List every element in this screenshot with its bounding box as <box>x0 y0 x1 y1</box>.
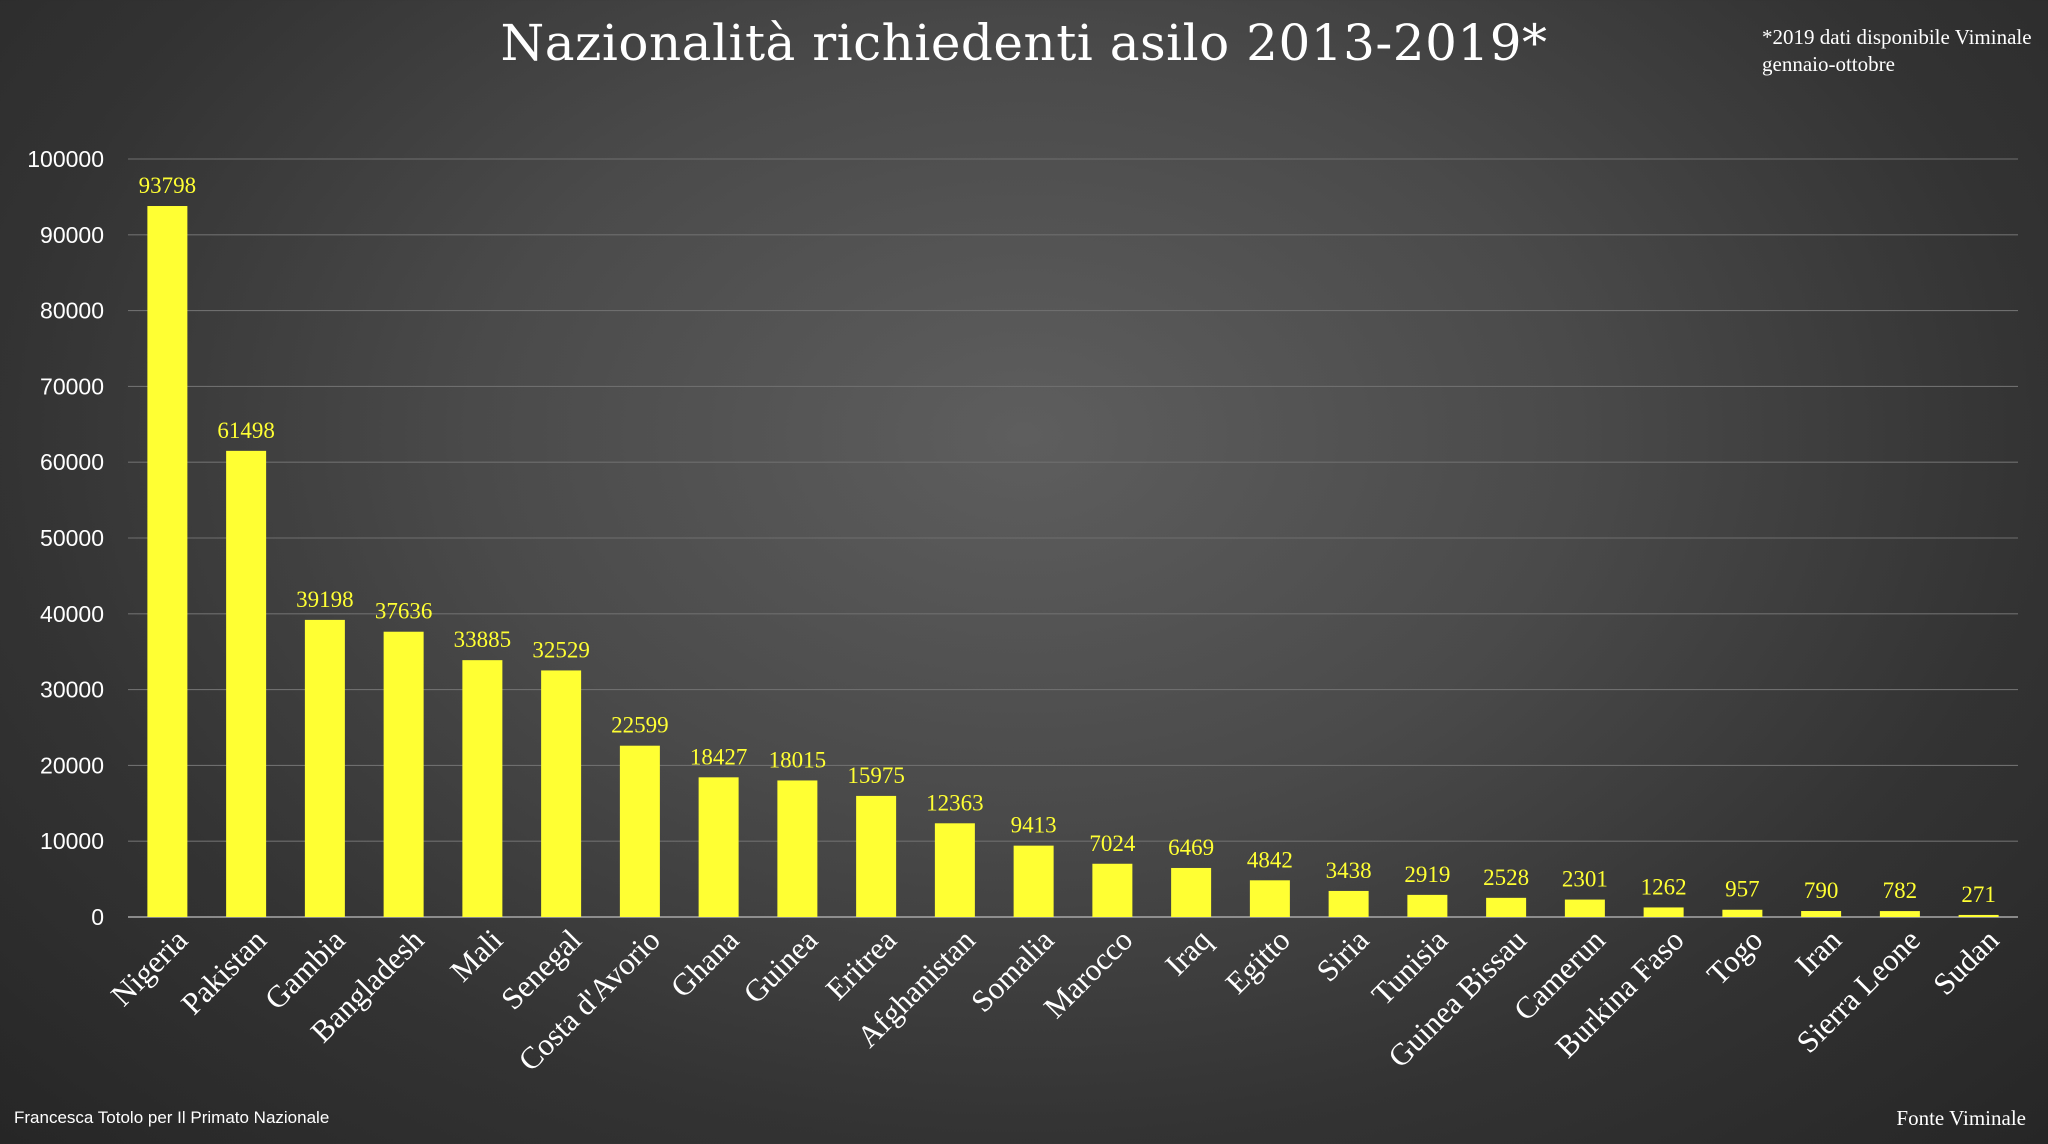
data-label: 3438 <box>1326 858 1372 883</box>
bar <box>383 631 424 917</box>
data-label: 2528 <box>1483 865 1529 890</box>
data-label: 22599 <box>611 713 669 738</box>
y-tick-label: 100000 <box>27 146 104 172</box>
x-tick-label: Ghana <box>664 922 746 1004</box>
y-tick-label: 30000 <box>40 677 104 703</box>
bar <box>147 206 188 917</box>
x-tick-label: Guinea <box>736 922 824 1010</box>
gridlines <box>128 158 2018 918</box>
data-label: 4842 <box>1247 847 1293 872</box>
data-label: 957 <box>1725 877 1760 902</box>
credit-text: Francesca Totolo per Il Primato Nazional… <box>14 1108 330 1127</box>
bar <box>698 777 739 917</box>
bar <box>777 780 818 917</box>
x-tick-label: Iran <box>1788 922 1848 982</box>
data-label: 7024 <box>1089 831 1136 856</box>
data-label: 782 <box>1883 878 1918 903</box>
bar <box>1722 909 1763 917</box>
data-label: 18015 <box>769 747 827 772</box>
bar <box>1092 863 1133 917</box>
data-label: 12363 <box>926 790 984 815</box>
data-label: 39198 <box>296 587 354 612</box>
data-label: 1262 <box>1641 874 1687 899</box>
bar <box>1249 880 1290 917</box>
y-tick-label: 80000 <box>40 298 104 324</box>
y-tick-label: 70000 <box>40 373 104 399</box>
y-tick-label: 40000 <box>40 601 104 627</box>
data-label: 33885 <box>454 627 512 652</box>
x-tick-label: Egitto <box>1218 922 1296 1000</box>
bar <box>1801 911 1842 917</box>
bar <box>619 745 660 917</box>
value-labels: 93798 61498 39198 37636 33885 32529 22599 18427… <box>139 173 1996 907</box>
bar <box>856 795 897 917</box>
bar <box>1958 914 1999 917</box>
y-tick-label: 90000 <box>40 222 104 248</box>
x-tick-label: Marocco <box>1037 922 1140 1025</box>
bar <box>304 619 345 917</box>
y-tick-label: 20000 <box>40 752 104 778</box>
y-tick-label: 0 <box>91 904 104 930</box>
data-label: 9413 <box>1011 813 1057 838</box>
source-text: Fonte Viminale <box>1896 1106 2026 1130</box>
data-label: 271 <box>1961 882 1996 907</box>
data-label: 18427 <box>690 744 748 769</box>
bar <box>1328 890 1369 917</box>
bar <box>1171 867 1212 917</box>
y-tick-label: 10000 <box>40 828 104 854</box>
bar <box>1643 907 1684 917</box>
data-label: 6469 <box>1168 835 1214 860</box>
data-label: 2301 <box>1562 867 1608 892</box>
bar <box>1879 911 1920 917</box>
data-label: 790 <box>1804 878 1839 903</box>
y-axis-ticks: 0 10000 20000 30000 40000 50000 60000 70000 8000… <box>27 146 104 930</box>
bar <box>934 823 975 917</box>
bar <box>1486 897 1527 917</box>
bar <box>462 660 503 917</box>
chart-title: Nazionalità richiedenti asilo 2013-2019* <box>500 14 1548 72</box>
x-tick-label: Siria <box>1309 922 1375 988</box>
bar <box>1564 899 1605 917</box>
bar <box>541 670 582 917</box>
data-label: 93798 <box>139 173 197 198</box>
bars <box>147 206 1999 917</box>
x-tick-label: Togo <box>1700 922 1769 991</box>
y-tick-label: 60000 <box>40 449 104 475</box>
bar <box>1013 845 1054 917</box>
data-label: 15975 <box>847 763 905 788</box>
y-tick-label: 50000 <box>40 525 104 551</box>
chart-note: *2019 dati disponibile Viminale gennaio-… <box>1762 25 2032 76</box>
data-label: 61498 <box>217 418 275 443</box>
data-label: 37636 <box>375 599 433 624</box>
data-label: 32529 <box>532 637 590 662</box>
x-tick-label: Mali <box>443 922 509 988</box>
x-tick-label: Sudan <box>1926 922 2006 1002</box>
x-tick-label: Pakistan <box>174 922 273 1021</box>
bar <box>226 450 267 917</box>
bar <box>1407 894 1448 917</box>
x-tick-label: Iraq <box>1158 922 1218 982</box>
data-label: 2919 <box>1404 862 1450 887</box>
